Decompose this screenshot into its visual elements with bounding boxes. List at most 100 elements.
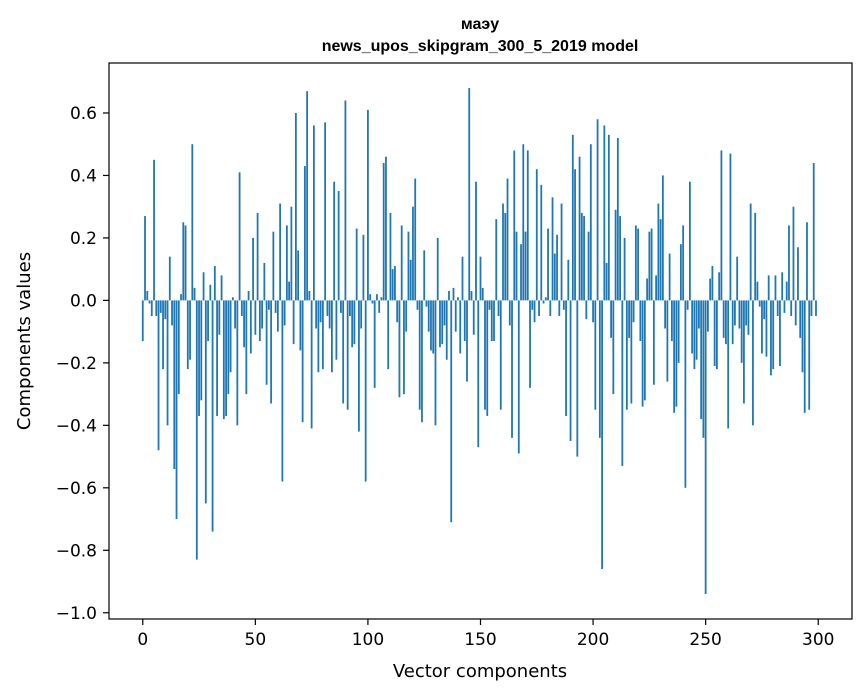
bar-component-193 — [576, 300, 579, 457]
bar-component-25 — [198, 300, 200, 416]
bar-component-69 — [297, 250, 300, 301]
bar-component-204 — [601, 300, 603, 570]
y-tick-label: −0.6 — [56, 479, 97, 499]
bar-component-79 — [319, 300, 322, 323]
bar-component-182 — [551, 197, 554, 301]
bar-component-176 — [538, 300, 540, 317]
bar-component-290 — [794, 300, 797, 326]
y-tick-label: −0.4 — [56, 416, 97, 436]
bar-component-120 — [412, 206, 414, 301]
bar-component-187 — [562, 300, 565, 310]
bar-component-272 — [754, 212, 757, 301]
x-tick-label: 0 — [137, 630, 148, 650]
bar-component-271 — [752, 300, 754, 426]
bar-component-21 — [189, 300, 191, 360]
bar-component-127 — [427, 300, 430, 332]
bar-component-119 — [409, 259, 412, 301]
bar-component-101 — [369, 294, 372, 301]
bar-component-285 — [783, 300, 786, 313]
bar-component-99 — [364, 300, 367, 482]
bar-component-238 — [677, 300, 680, 363]
bar-component-263 — [734, 300, 736, 326]
bar-component-46 — [245, 300, 248, 395]
bar-component-8 — [159, 300, 162, 313]
bar-component-241 — [684, 300, 687, 488]
bar-component-63 — [283, 300, 286, 326]
bar-component-45 — [243, 300, 245, 348]
bar-component-165 — [513, 150, 516, 301]
bar-component-7 — [157, 300, 160, 451]
bar-component-82 — [326, 300, 329, 317]
bar-component-197 — [585, 300, 588, 320]
bar-component-214 — [623, 237, 626, 301]
bar-component-172 — [529, 300, 531, 388]
bar-component-116 — [403, 300, 405, 395]
bar-component-71 — [301, 300, 304, 423]
bar-component-30 — [209, 284, 212, 301]
bar-component-88 — [340, 300, 342, 313]
bar-component-184 — [556, 234, 558, 301]
bar-component-49 — [252, 237, 254, 301]
bar-component-161 — [504, 212, 507, 301]
bar-component-37 — [225, 300, 227, 416]
bar-component-70 — [299, 300, 302, 351]
bar-component-240 — [682, 225, 685, 301]
x-tick-label: 250 — [689, 630, 721, 650]
bar-component-114 — [398, 300, 401, 398]
bar-component-144 — [466, 300, 468, 382]
bar-component-203 — [598, 300, 601, 438]
bar-component-185 — [558, 300, 561, 317]
bar-component-212 — [619, 216, 621, 301]
bar-component-202 — [596, 119, 599, 301]
bar-component-284 — [781, 272, 784, 301]
bar-component-11 — [166, 300, 169, 426]
bar-component-255 — [716, 300, 718, 370]
bar-component-17 — [180, 294, 182, 301]
bar-component-253 — [711, 266, 714, 301]
bar-component-196 — [583, 216, 585, 301]
bar-component-230 — [659, 219, 662, 301]
y-tick-label: −0.8 — [56, 541, 97, 561]
bar-component-183 — [553, 253, 556, 301]
bar-component-95 — [355, 228, 358, 301]
bar-component-56 — [267, 300, 270, 310]
bar-component-47 — [247, 291, 250, 301]
bar-component-143 — [463, 300, 466, 341]
bar-component-244 — [691, 300, 694, 354]
bar-component-257 — [720, 150, 723, 301]
bar-component-129 — [432, 300, 435, 354]
bar-component-262 — [731, 300, 734, 345]
bar-component-93 — [351, 300, 354, 348]
bar-component-299 — [815, 300, 817, 317]
y-tick-label: 0.6 — [70, 104, 97, 124]
bar-component-292 — [799, 300, 802, 338]
bar-component-14 — [173, 300, 176, 470]
bar-component-210 — [614, 209, 617, 301]
bar-component-159 — [499, 300, 502, 410]
bar-component-52 — [258, 300, 261, 341]
bar-component-123 — [418, 300, 421, 410]
bar-component-216 — [628, 300, 630, 338]
bar-component-84 — [331, 300, 333, 373]
bar-component-85 — [333, 181, 336, 301]
bar-component-2 — [146, 291, 149, 301]
bar-component-199 — [589, 144, 592, 301]
bar-component-50 — [254, 300, 257, 335]
bar-component-260 — [727, 300, 730, 429]
bar-component-225 — [648, 231, 651, 301]
bar-component-211 — [616, 137, 619, 301]
bar-component-146 — [470, 291, 473, 301]
bar-component-289 — [792, 206, 795, 301]
bar-component-89 — [342, 300, 345, 404]
bar-component-1 — [144, 216, 146, 301]
bar-component-188 — [565, 300, 567, 416]
bar-component-168 — [520, 244, 522, 301]
bar-component-151 — [481, 287, 484, 301]
bar-component-297 — [810, 300, 813, 317]
x-axis-label: Vector components — [393, 661, 567, 682]
bar-component-223 — [643, 300, 646, 401]
bar-component-279 — [770, 300, 772, 376]
bar-component-259 — [725, 300, 727, 345]
bar-component-274 — [758, 300, 761, 307]
bars-group — [141, 87, 817, 595]
